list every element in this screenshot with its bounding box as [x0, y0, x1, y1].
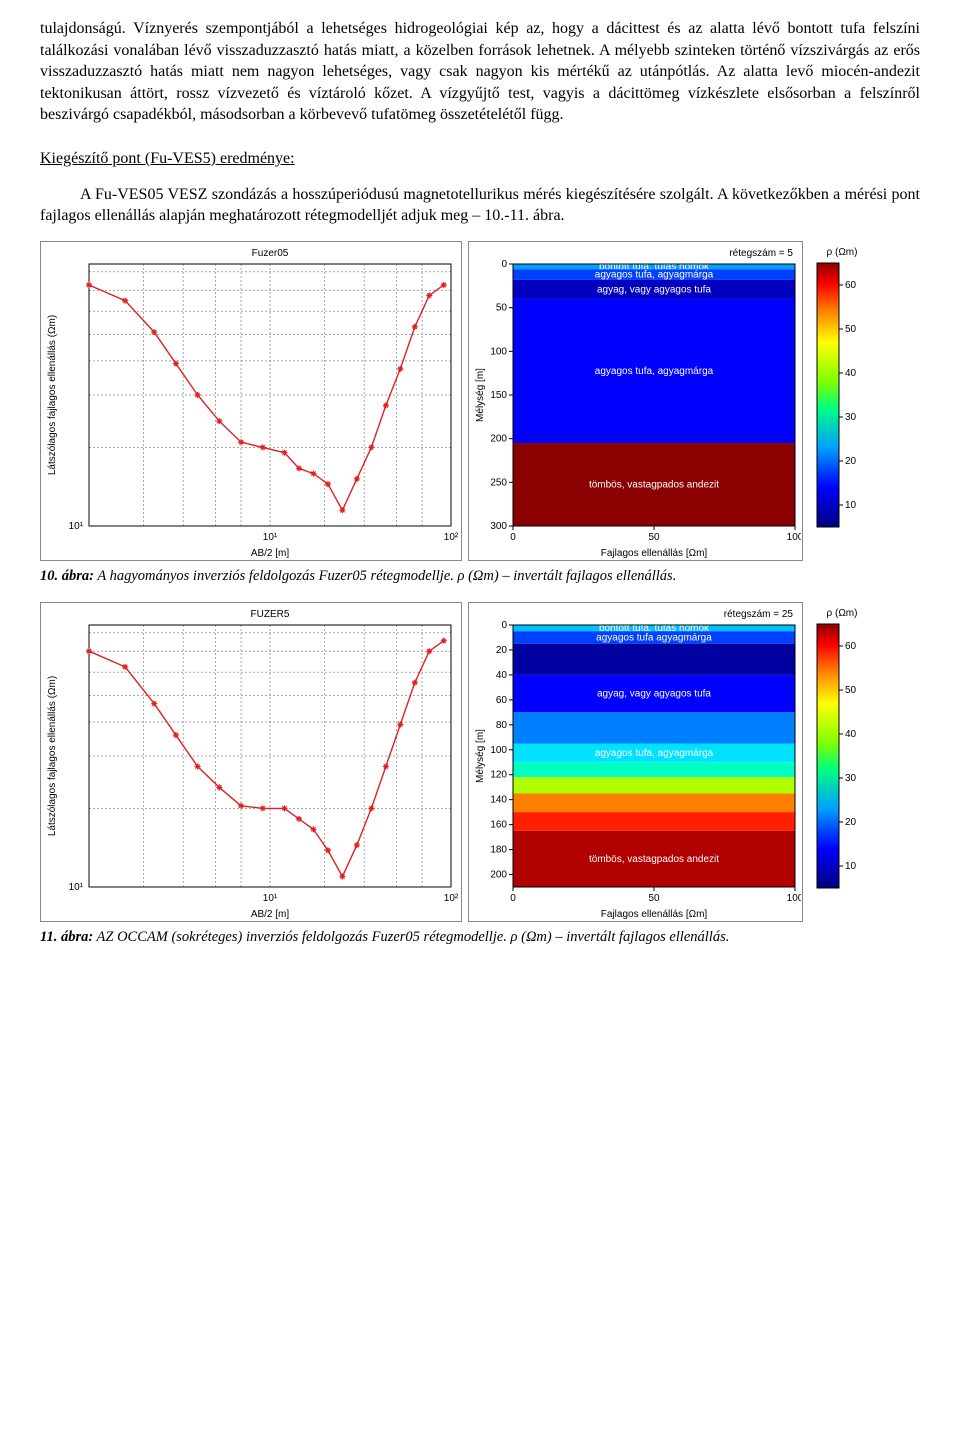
svg-text:120: 120	[491, 770, 508, 781]
svg-text:agyagos tufa, agyagmárga: agyagos tufa, agyagmárga	[595, 748, 714, 759]
svg-text:0: 0	[511, 893, 517, 904]
svg-text:150: 150	[491, 390, 508, 401]
fig10-mid-panel: bontott tufa, tufás homokagyagos tufa, a…	[468, 241, 802, 561]
svg-text:tömbös, vastagpados andezit: tömbös, vastagpados andezit	[589, 479, 719, 490]
svg-text:10¹: 10¹	[263, 532, 278, 543]
svg-text:Látszólagos fajlagos ellenállá: Látszólagos fajlagos ellenállás (Ωm)	[47, 315, 58, 475]
svg-text:10²: 10²	[444, 532, 459, 543]
svg-text:50: 50	[496, 302, 508, 313]
svg-text:Fajlagos ellenállás [Ωm]: Fajlagos ellenállás [Ωm]	[601, 909, 708, 920]
svg-text:tömbös, vastagpados andezit: tömbös, vastagpados andezit	[589, 854, 719, 865]
paragraph-1: tulajdonságú. Víznyerés szempontjából a …	[40, 18, 920, 126]
svg-text:FUZER5: FUZER5	[251, 609, 290, 620]
fig10-left-panel: 10¹ 10² 10¹ Fuzer05 AB/2 [m] Látszólagos fajl…	[40, 241, 462, 561]
fig11-colorbar: 10 20 30 40 50 60 ρ (Ωm)	[809, 602, 897, 922]
svg-text:10²: 10²	[444, 893, 459, 904]
svg-text:200: 200	[491, 870, 508, 881]
section-title: Kiegészítő pont (Fu-VES5) eredménye:	[40, 148, 920, 170]
fig10-caption-bold: 10. ábra:	[40, 568, 94, 584]
svg-text:10: 10	[845, 861, 857, 872]
svg-text:30: 30	[845, 412, 857, 423]
svg-text:50: 50	[649, 532, 661, 543]
svg-text:ρ (Ωm): ρ (Ωm)	[826, 247, 857, 258]
svg-text:140: 140	[491, 795, 508, 806]
svg-text:Mélység [m]: Mélység [m]	[475, 729, 486, 783]
svg-text:10: 10	[845, 500, 857, 511]
svg-text:0: 0	[502, 620, 508, 631]
svg-text:30: 30	[845, 773, 857, 784]
svg-text:Fuzer05: Fuzer05	[252, 248, 289, 259]
svg-text:160: 160	[491, 820, 508, 831]
svg-text:agyag, vagy agyagos tufa: agyag, vagy agyagos tufa	[597, 689, 711, 700]
svg-text:100: 100	[491, 346, 508, 357]
fig11-caption: 11. ábra: AZ OCCAM (sokréteges) inverzió…	[40, 928, 920, 948]
fig11-caption-rest: AZ OCCAM (sokréteges) inverziós feldolgo…	[93, 929, 729, 945]
svg-text:200: 200	[491, 433, 508, 444]
svg-text:agyagos tufa agyagmárga: agyagos tufa agyagmárga	[597, 633, 713, 644]
fig10-caption: 10. ábra: A hagyományos inverziós feldol…	[40, 567, 920, 587]
fig11-left-panel: 10¹ 10² 10¹ FUZER5 AB/2 [m] Látszólagos fajla…	[40, 602, 462, 922]
svg-text:rétegszám = 25: rétegszám = 25	[724, 609, 794, 620]
svg-text:250: 250	[491, 477, 508, 488]
fig10-colorbar: 10 20 30 40 50 60 ρ (Ωm)	[809, 241, 897, 561]
svg-text:60: 60	[845, 280, 857, 291]
svg-text:agyagos tufa, agyagmárga: agyagos tufa, agyagmárga	[595, 269, 714, 280]
svg-text:AB/2 [m]: AB/2 [m]	[251, 548, 290, 559]
svg-text:agyagos tufa, agyagmárga: agyagos tufa, agyagmárga	[595, 366, 714, 377]
svg-text:0: 0	[502, 259, 508, 270]
svg-text:40: 40	[496, 670, 508, 681]
figure-10: 10¹ 10² 10¹ Fuzer05 AB/2 [m] Látszólagos fajl…	[40, 241, 920, 561]
fig11-caption-bold: 11. ábra:	[40, 929, 93, 945]
svg-text:rétegszám = 5: rétegszám = 5	[730, 248, 794, 259]
svg-text:60: 60	[496, 695, 508, 706]
svg-text:50: 50	[845, 324, 857, 335]
svg-text:Látszólagos fajlagos ellenállá: Látszólagos fajlagos ellenállás (Ωm)	[47, 676, 58, 836]
fig10-caption-rest: A hagyományos inverziós feldolgozás Fuze…	[94, 568, 676, 584]
svg-text:100: 100	[787, 893, 801, 904]
svg-text:10¹: 10¹	[263, 893, 278, 904]
svg-text:40: 40	[845, 368, 857, 379]
svg-text:40: 40	[845, 729, 857, 740]
svg-text:180: 180	[491, 845, 508, 856]
svg-text:50: 50	[649, 893, 661, 904]
svg-text:300: 300	[491, 521, 508, 532]
figure-11: 10¹ 10² 10¹ FUZER5 AB/2 [m] Látszólagos fajla…	[40, 602, 920, 922]
svg-text:10¹: 10¹	[69, 882, 84, 893]
svg-text:20: 20	[845, 817, 857, 828]
fig11-mid-panel: bontott tufa, tufás homokagyagos tufa ag…	[468, 602, 802, 922]
svg-text:100: 100	[491, 745, 508, 756]
svg-text:10¹: 10¹	[69, 521, 84, 532]
svg-text:ρ (Ωm): ρ (Ωm)	[826, 608, 857, 619]
svg-text:Fajlagos ellenállás [Ωm]: Fajlagos ellenállás [Ωm]	[601, 548, 708, 559]
svg-text:0: 0	[511, 532, 517, 543]
svg-text:20: 20	[496, 645, 508, 656]
svg-text:agyag, vagy agyagos tufa: agyag, vagy agyagos tufa	[597, 284, 711, 295]
svg-text:20: 20	[845, 456, 857, 467]
paragraph-2: A Fu-VES05 VESZ szondázás a hosszúperiód…	[40, 184, 920, 227]
svg-text:Mélység [m]: Mélység [m]	[475, 368, 486, 422]
svg-text:80: 80	[496, 720, 508, 731]
svg-text:100: 100	[787, 532, 801, 543]
svg-text:60: 60	[845, 641, 857, 652]
svg-text:50: 50	[845, 685, 857, 696]
svg-text:AB/2 [m]: AB/2 [m]	[251, 909, 290, 920]
